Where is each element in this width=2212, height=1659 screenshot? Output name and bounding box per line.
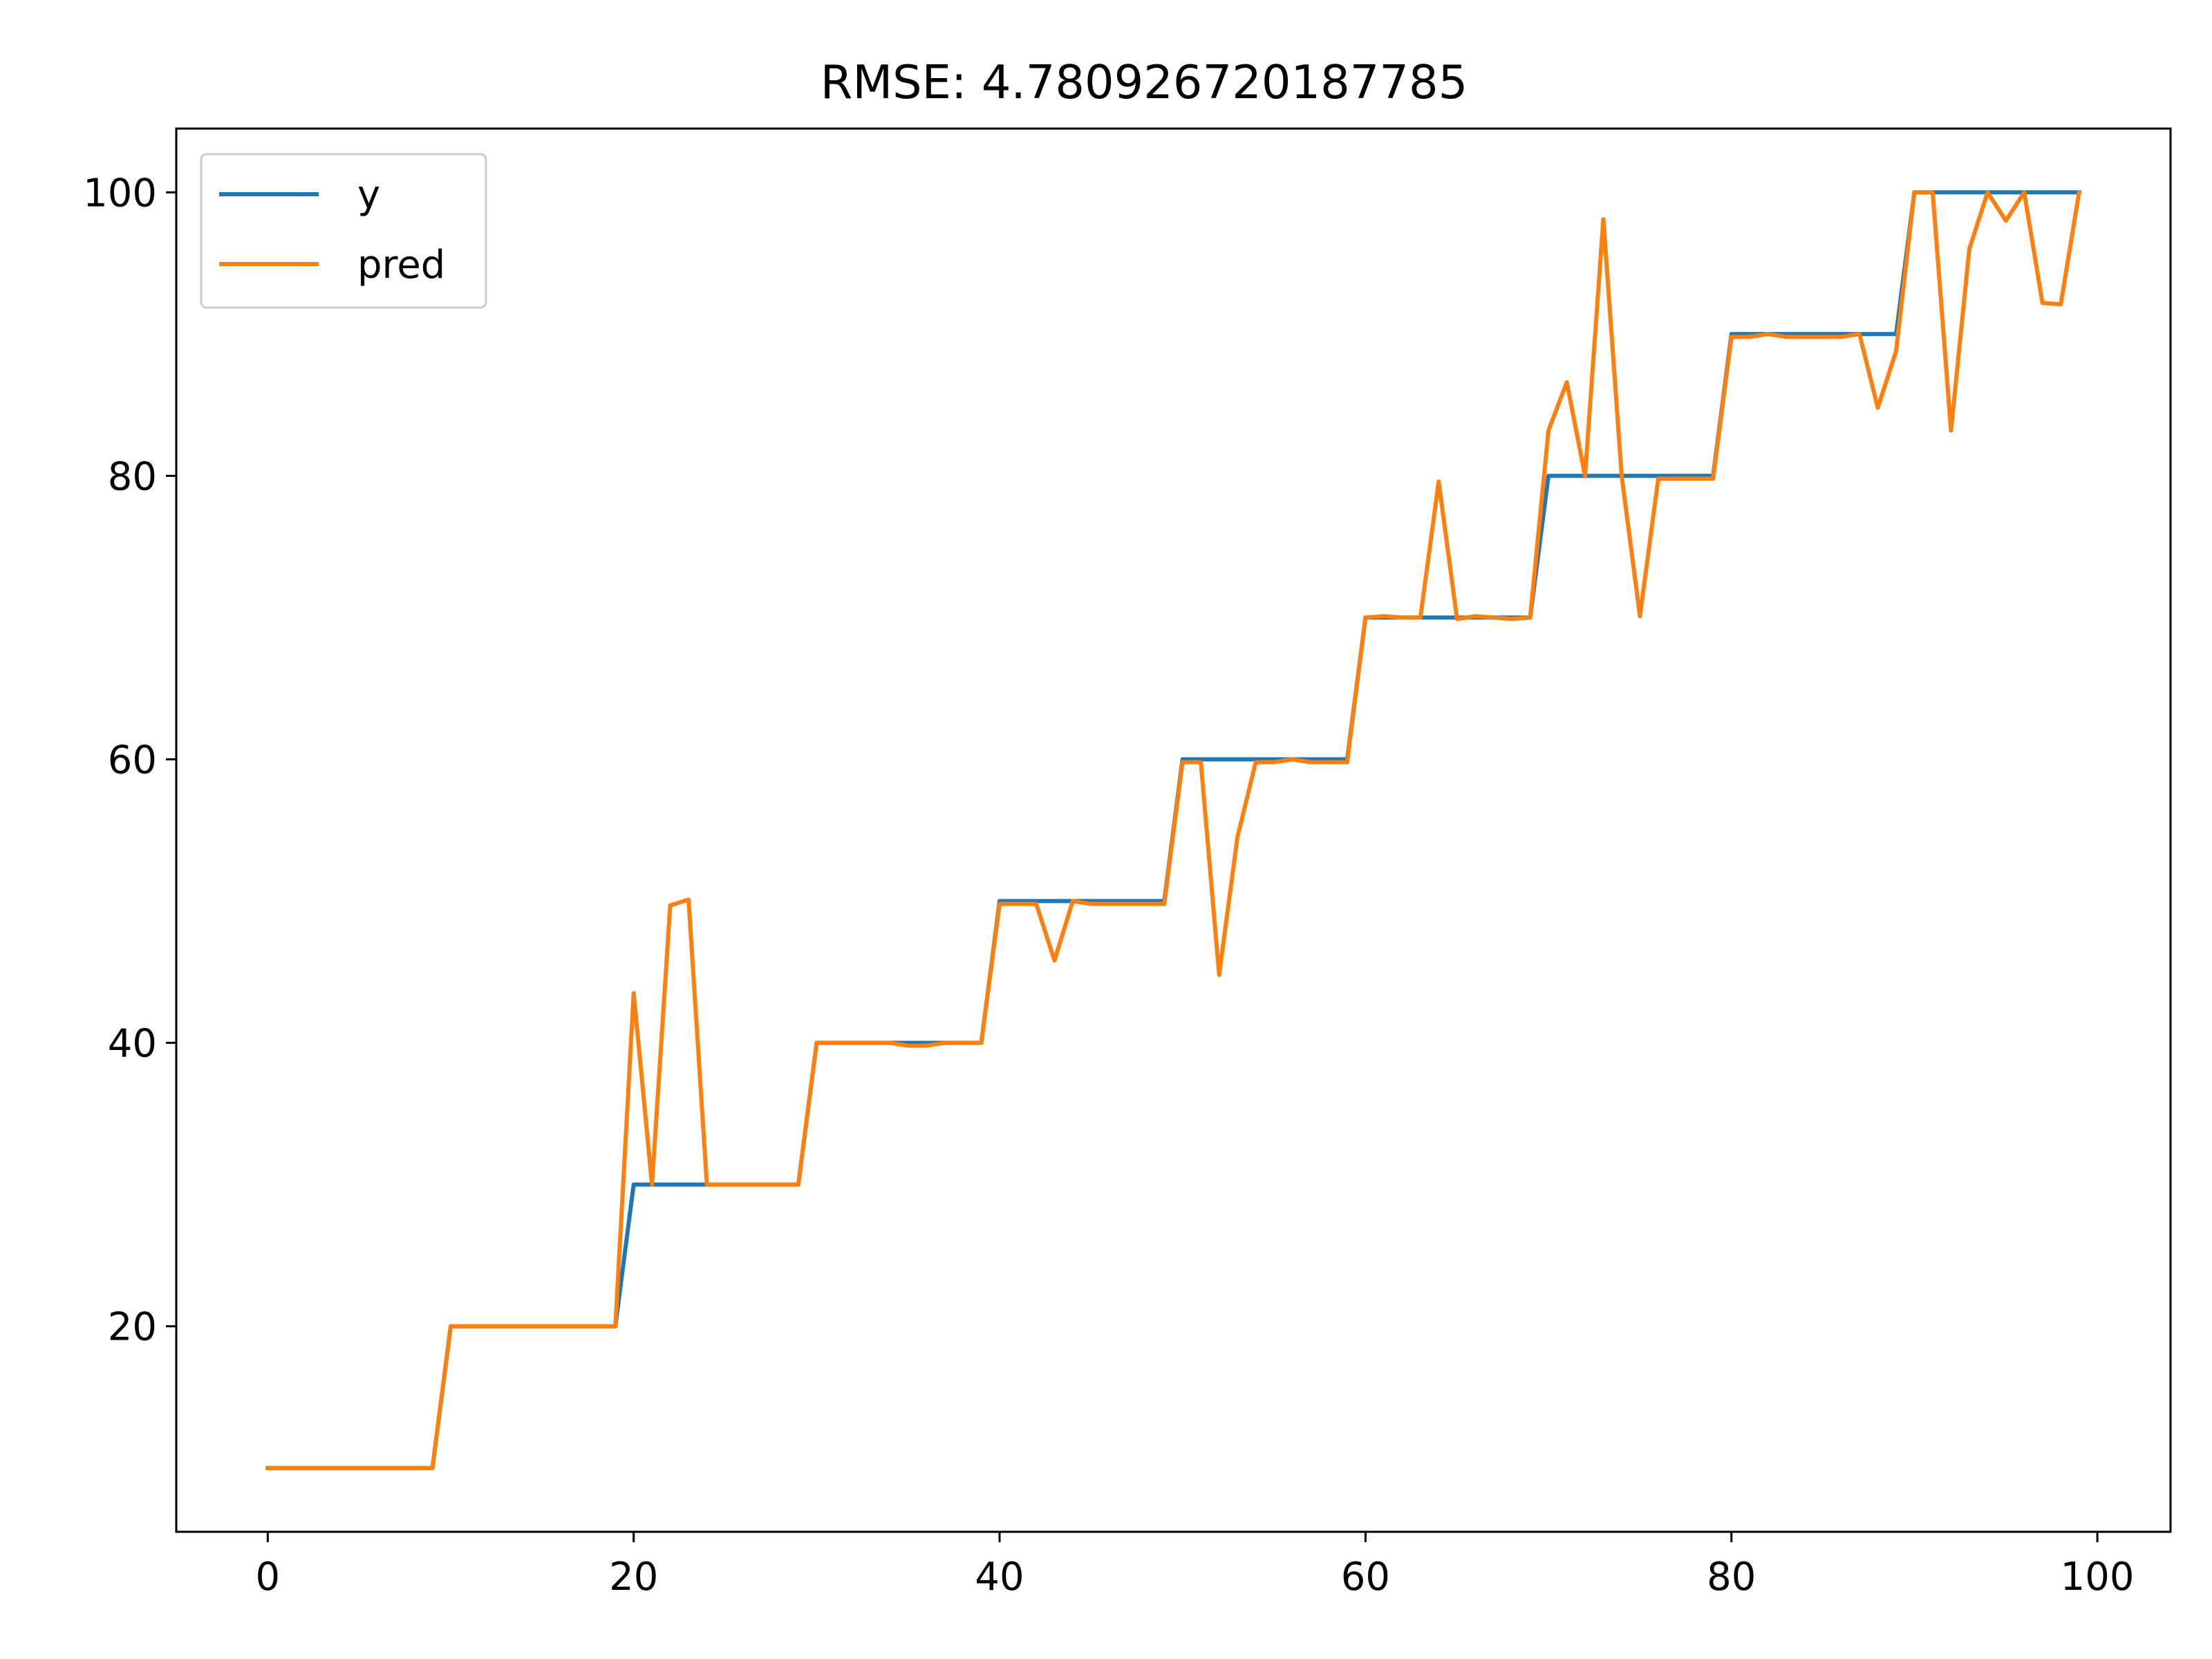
series-lines [265, 189, 2082, 1470]
legend: y pred [200, 153, 487, 309]
y-tick-label: 100 [83, 171, 157, 216]
x-tick-label: 20 [609, 1555, 658, 1600]
y-tick-label: 80 [108, 454, 157, 499]
plot-area [175, 127, 2172, 1533]
series-line-pred [265, 189, 2082, 1470]
y-tick-label: 20 [108, 1305, 157, 1350]
x-tick-label: 80 [1707, 1555, 1756, 1600]
chart-title: RMSE: 4.780926720187785 [821, 55, 1468, 109]
x-tick-label: 0 [256, 1555, 281, 1600]
x-axis: 0 20 40 60 80 100 [256, 1532, 2135, 1600]
x-tick-label: 40 [975, 1555, 1024, 1600]
x-tick-label: 100 [2061, 1555, 2135, 1600]
y-axis: 20 40 60 80 100 [83, 171, 176, 1350]
legend-label-pred: pred [357, 243, 445, 288]
x-tick-label: 60 [1341, 1555, 1390, 1600]
y-tick-label: 40 [108, 1022, 157, 1067]
axes-frame [175, 127, 2172, 1533]
y-tick-label: 60 [108, 738, 157, 782]
legend-label-y: y [357, 173, 380, 218]
